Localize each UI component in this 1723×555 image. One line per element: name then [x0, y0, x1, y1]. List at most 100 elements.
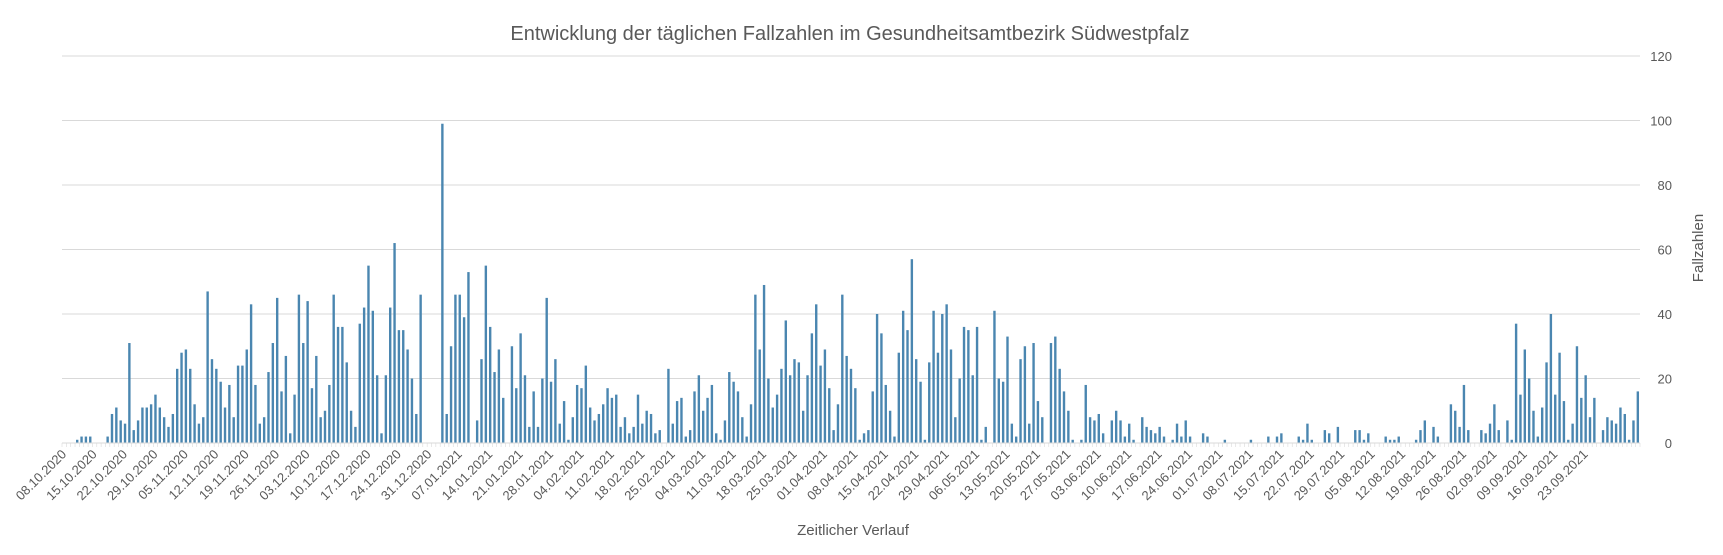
bar	[819, 365, 822, 443]
bar	[1201, 433, 1205, 443]
bar	[419, 294, 422, 443]
bar	[497, 349, 501, 443]
bar	[1606, 417, 1609, 443]
bar	[736, 391, 740, 443]
bar	[1588, 417, 1592, 443]
bar	[84, 436, 88, 443]
bar	[410, 378, 414, 443]
bar	[758, 349, 761, 443]
bar	[806, 375, 809, 443]
bar	[1132, 439, 1135, 443]
bar	[841, 294, 844, 443]
bar	[1158, 426, 1161, 444]
bar	[1223, 439, 1227, 443]
bar	[1540, 407, 1544, 443]
bar	[1536, 436, 1540, 443]
bar	[284, 355, 288, 443]
bar	[836, 404, 840, 443]
bar	[1062, 391, 1066, 443]
bar	[1006, 336, 1009, 443]
bar	[641, 423, 644, 443]
bar	[1488, 423, 1492, 443]
bar	[606, 388, 609, 443]
bar	[354, 426, 357, 444]
bar	[158, 407, 161, 443]
bar	[1032, 343, 1035, 443]
bar	[980, 439, 983, 443]
bar	[828, 388, 831, 443]
bar	[1280, 433, 1283, 443]
bar	[1562, 401, 1566, 443]
bar	[1084, 384, 1087, 443]
bar	[210, 359, 214, 443]
bar	[780, 368, 783, 443]
bar	[1619, 407, 1622, 443]
bar	[389, 307, 392, 443]
bar	[397, 330, 401, 444]
bar	[558, 423, 561, 443]
bar	[484, 265, 488, 444]
bar	[1358, 430, 1361, 443]
bar	[336, 326, 340, 443]
bar	[619, 426, 622, 444]
bar	[732, 381, 735, 443]
bar	[667, 368, 670, 443]
bar	[949, 349, 953, 443]
bar	[936, 352, 940, 443]
bar	[362, 307, 366, 443]
bar	[449, 346, 453, 443]
bar	[215, 368, 218, 443]
y-tick-label: 20	[1658, 372, 1672, 387]
bar	[832, 430, 835, 443]
bar	[1497, 430, 1500, 443]
bar	[1480, 430, 1483, 443]
bar	[871, 391, 874, 443]
bar	[197, 423, 201, 443]
bar	[184, 349, 188, 443]
bar	[267, 372, 270, 443]
bar	[89, 436, 92, 443]
bar	[1575, 346, 1579, 443]
y-tick-label: 40	[1658, 307, 1672, 322]
bar	[123, 423, 127, 443]
bar	[767, 378, 770, 443]
bar	[884, 384, 887, 443]
bar	[510, 346, 514, 443]
bar	[1532, 410, 1535, 443]
bar	[862, 433, 866, 443]
bar	[1036, 401, 1040, 443]
bar	[536, 426, 540, 444]
bar	[797, 362, 801, 444]
y-tick-label: 0	[1665, 436, 1672, 451]
bar	[1614, 423, 1618, 443]
bar	[762, 284, 766, 443]
bar	[554, 359, 557, 443]
bar	[741, 417, 744, 443]
bar	[823, 349, 827, 443]
bar	[967, 330, 970, 444]
bar	[815, 304, 818, 443]
bar	[710, 384, 714, 443]
bar	[1249, 439, 1253, 443]
bar	[162, 417, 166, 443]
bar	[345, 362, 348, 444]
bar	[1623, 413, 1626, 443]
bar	[171, 413, 175, 443]
y-tick-label: 120	[1650, 49, 1672, 64]
bar	[649, 413, 653, 443]
bar	[684, 436, 687, 443]
bar	[754, 294, 757, 443]
bar	[671, 423, 674, 443]
bar	[254, 384, 257, 443]
bar	[258, 423, 261, 443]
bar	[1627, 439, 1631, 443]
bar	[1171, 439, 1174, 443]
bar	[1432, 426, 1435, 444]
bar	[888, 410, 892, 443]
bar	[367, 265, 370, 444]
bar	[593, 420, 596, 443]
bar	[1354, 430, 1357, 443]
bar	[880, 333, 883, 443]
bar	[1149, 430, 1153, 443]
